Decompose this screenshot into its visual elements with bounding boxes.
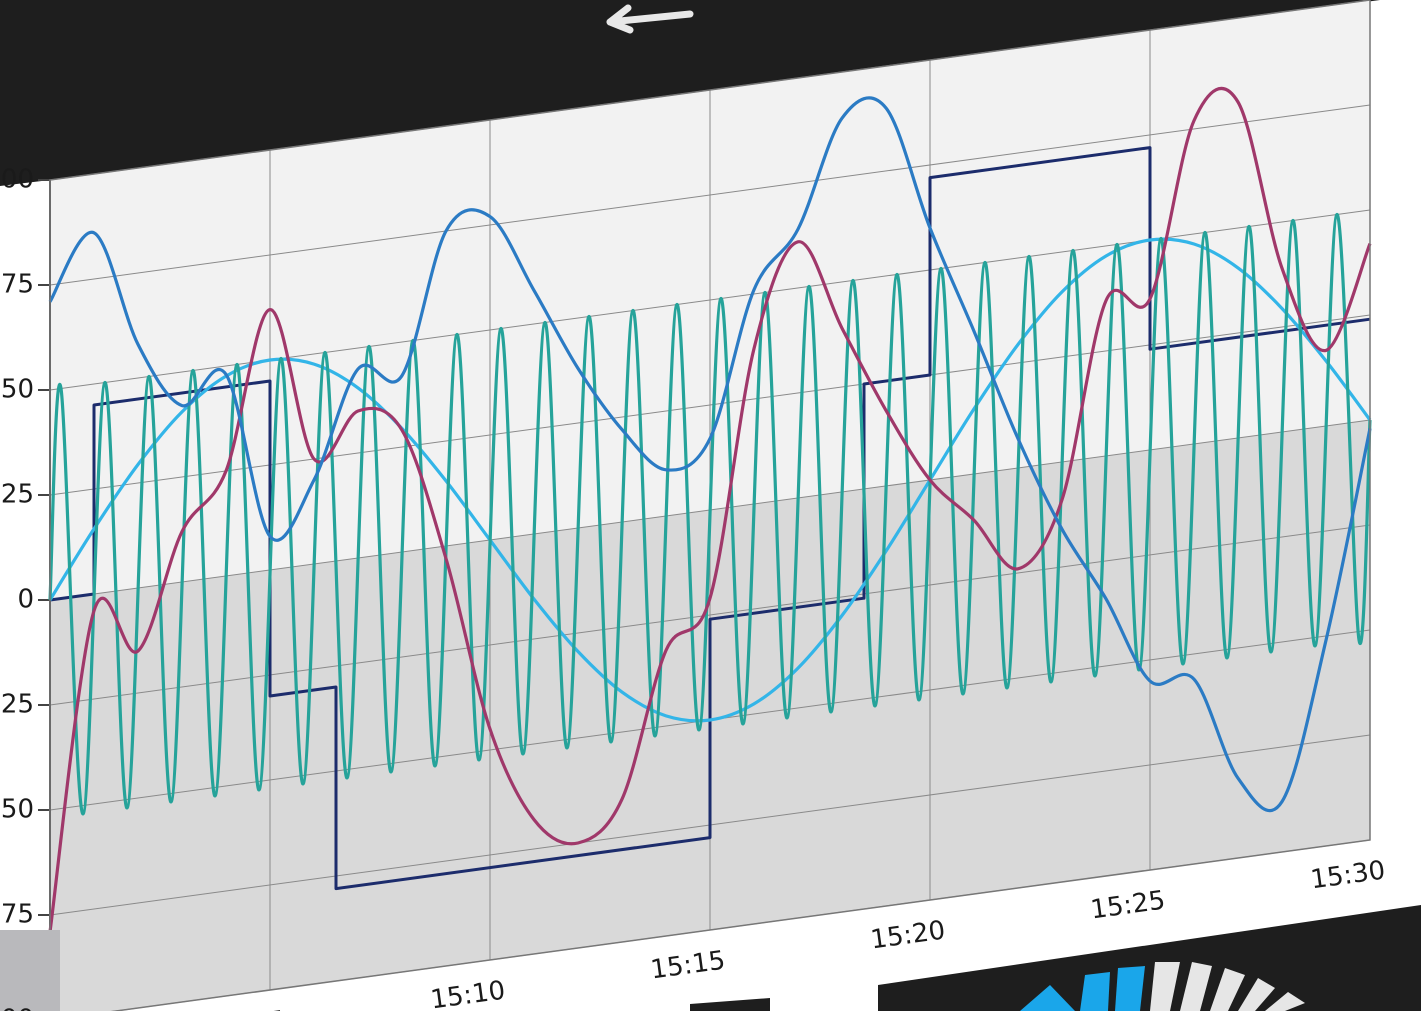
x-tick-label: 15:30: [1309, 856, 1387, 896]
side-panel: [0, 930, 60, 1011]
gauge-panel: [878, 905, 1421, 1011]
y-tick-label: 0: [17, 585, 34, 615]
series-line: [48, 237, 1372, 723]
plot-border: [49, 0, 1371, 1011]
series-line: [48, 86, 1372, 933]
bottom-panel: [690, 998, 770, 1011]
y-tick-label: -100: [0, 1005, 34, 1011]
y-tick-label: 100: [0, 165, 34, 195]
x-tick-label: 15:10: [429, 976, 507, 1011]
y-tick-label: -50: [0, 795, 34, 825]
y-tick-label: 50: [1, 375, 34, 405]
y-tick-label: 75: [1, 270, 34, 300]
back-arrow[interactable]: [606, 4, 694, 34]
y-tick-label: 25: [1, 480, 34, 510]
y-tick-label: -75: [0, 900, 34, 930]
x-tick-label: 15:25: [1089, 886, 1167, 926]
x-tick-label: 15:05: [209, 1006, 287, 1011]
x-tick-label: 15:15: [649, 946, 727, 986]
gauge: [1020, 962, 1305, 1011]
series-line: [48, 212, 1372, 816]
series-line: [49, 146, 1371, 891]
series-line: [48, 96, 1372, 813]
x-tick-label: 15:20: [869, 916, 947, 956]
y-tick-label: -25: [0, 690, 34, 720]
plot-area: [38, 0, 1372, 1011]
